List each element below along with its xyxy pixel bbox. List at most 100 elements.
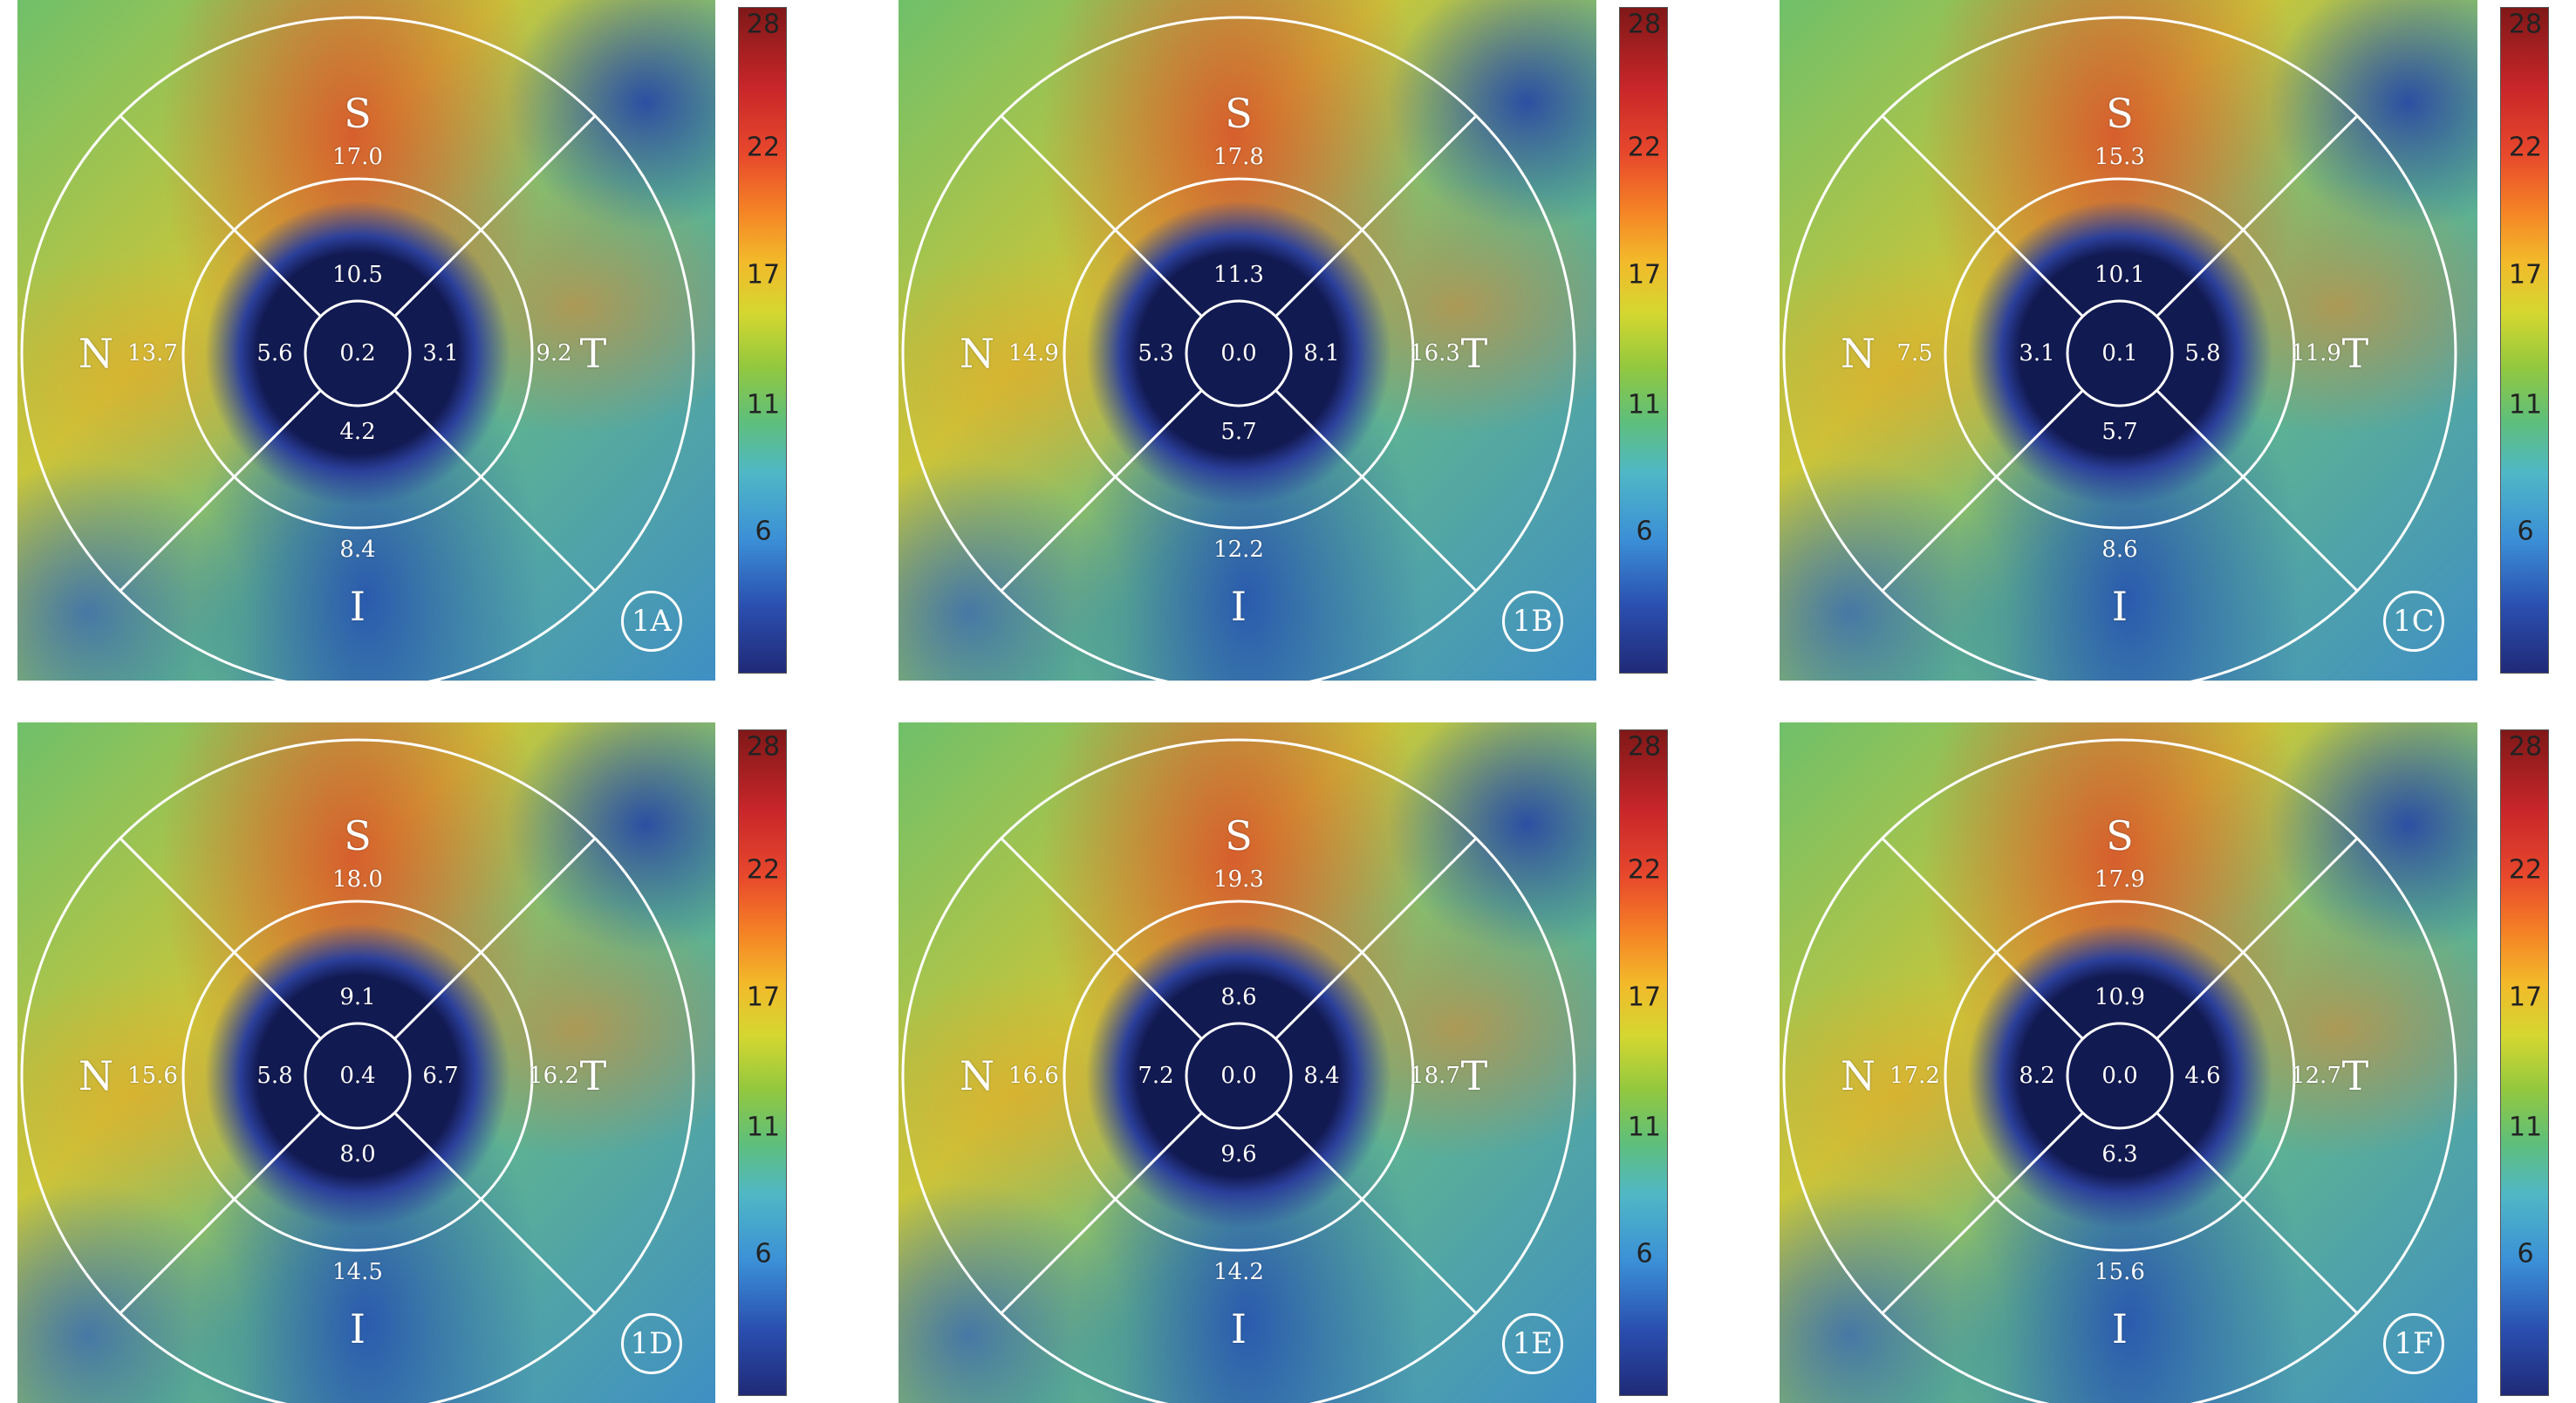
colorbar-1f: 28 22 17 11 6 xyxy=(2500,729,2549,1396)
inner-nasal-value: 3.1 xyxy=(2019,340,2055,366)
inner-sector-divider xyxy=(2156,389,2245,478)
colorbar-tick-label: 6 xyxy=(2517,516,2534,547)
inner-ring xyxy=(1063,177,1415,530)
outer-superior-value: 17.0 xyxy=(332,144,383,170)
center-ring xyxy=(304,1022,412,1130)
quadrant-letter-nasal: N xyxy=(1840,1052,1876,1099)
oct-map-panel-1f: S N T I 0.0 10.9 8.2 4.6 6.3 17.9 17.2 12.7 15.6 1F xyxy=(1780,722,2477,1403)
inner-superior-value: 10.1 xyxy=(2094,262,2145,288)
quadrant-letter-nasal: N xyxy=(959,330,995,377)
panel-label-badge: 1E xyxy=(1502,1313,1563,1374)
inner-nasal-value: 5.3 xyxy=(1138,340,1174,366)
outer-sector-divider xyxy=(1881,476,1998,592)
colorbar-tick-label: 17 xyxy=(746,259,781,291)
outer-sector-divider xyxy=(1000,1198,1117,1315)
colorbar-1d: 28 22 17 11 6 xyxy=(738,729,787,1396)
outer-ring xyxy=(1782,16,2457,681)
inner-sector-divider xyxy=(1274,1112,1363,1201)
inner-sector-divider xyxy=(233,951,322,1040)
outer-nasal-value: 16.6 xyxy=(1008,1063,1059,1089)
inner-ring xyxy=(1944,177,2296,530)
outer-sector-divider xyxy=(480,114,597,231)
outer-sector-divider xyxy=(1361,476,1478,592)
inner-nasal-value: 5.8 xyxy=(256,1063,293,1089)
oct-map-panel-1a: S N T I 0.2 10.5 5.6 3.1 4.2 17.0 13.7 9.2 8.4 1A xyxy=(17,0,715,681)
outer-sector-divider xyxy=(1881,114,1998,231)
outer-inferior-value: 12.2 xyxy=(1213,537,1264,563)
quadrant-letter-temporal: T xyxy=(1460,1052,1488,1099)
quadrant-letter-nasal: N xyxy=(78,330,114,377)
outer-sector-divider xyxy=(1361,114,1478,231)
outer-inferior-value: 15.6 xyxy=(2094,1259,2145,1285)
etdrs-grid-overlay xyxy=(901,16,1576,681)
inner-temporal-value: 8.4 xyxy=(1303,1063,1340,1089)
inner-temporal-value: 6.7 xyxy=(422,1063,459,1089)
quadrant-letter-nasal: N xyxy=(78,1052,114,1099)
outer-nasal-value: 17.2 xyxy=(1889,1063,1940,1089)
inner-nasal-value: 8.2 xyxy=(2019,1063,2055,1089)
colorbar-tick-label: 11 xyxy=(2508,389,2543,421)
outer-sector-divider xyxy=(119,837,236,954)
colorbar-tick-label: 28 xyxy=(2508,9,2543,40)
colorbar-tick-label: 11 xyxy=(1627,389,1662,421)
outer-sector-divider xyxy=(1000,476,1117,592)
outer-sector-divider xyxy=(480,476,597,592)
vessel-density-heatmap xyxy=(899,722,1596,1403)
etdrs-grid-overlay xyxy=(20,738,695,1403)
outer-temporal-value: 18.7 xyxy=(1410,1063,1460,1089)
colorbar-1e: 28 22 17 11 6 xyxy=(1619,729,1668,1396)
colorbar-1c: 28 22 17 11 6 xyxy=(2500,7,2549,674)
quadrant-letter-superior: S xyxy=(1225,90,1253,137)
inner-sector-divider xyxy=(393,229,482,318)
inner-temporal-value: 4.6 xyxy=(2184,1063,2221,1089)
inner-temporal-value: 8.1 xyxy=(1303,340,1340,366)
inner-ring xyxy=(181,177,534,530)
inner-temporal-value: 5.8 xyxy=(2184,340,2221,366)
colorbar-tick-label: 6 xyxy=(755,1238,772,1270)
inner-sector-divider xyxy=(1114,229,1203,318)
inner-inferior-value: 5.7 xyxy=(2101,419,2138,445)
inner-sector-divider xyxy=(2156,1112,2245,1201)
outer-sector-divider xyxy=(480,837,597,954)
center-ring xyxy=(1185,1022,1293,1130)
oct-map-panel-1e: S N T I 0.0 8.6 7.2 8.4 9.6 19.3 16.6 18.7 14.2 1E xyxy=(899,722,1596,1403)
center-value: 0.0 xyxy=(2101,1063,2138,1089)
colorbar-tick-label: 22 xyxy=(2508,854,2543,886)
colorbar-tick-label: 11 xyxy=(2508,1112,2543,1143)
panel-label-badge: 1B xyxy=(1502,591,1563,652)
outer-superior-value: 17.9 xyxy=(2094,866,2145,893)
quadrant-letter-temporal: T xyxy=(2341,330,2369,377)
quadrant-letter-nasal: N xyxy=(1840,330,1876,377)
inner-sector-divider xyxy=(393,389,482,478)
inner-ring xyxy=(181,900,534,1252)
colorbar-tick-label: 28 xyxy=(1627,731,1662,763)
inner-sector-divider xyxy=(393,951,482,1040)
oct-map-panel-1d: S N T I 0.4 9.1 5.8 6.7 8.0 18.0 15.6 16.2 14.5 1D xyxy=(17,722,715,1403)
colorbar-tick-label: 22 xyxy=(1627,854,1662,886)
inner-superior-value: 8.6 xyxy=(1220,984,1257,1010)
colorbar-1b: 28 22 17 11 6 xyxy=(1619,7,1668,674)
colorbar-tick-label: 6 xyxy=(1636,516,1653,547)
inner-sector-divider xyxy=(393,1112,482,1201)
outer-sector-divider xyxy=(1361,1198,1478,1315)
vessel-density-heatmap xyxy=(1780,722,2477,1403)
vessel-density-heatmap xyxy=(17,0,715,681)
colorbar-tick-label: 22 xyxy=(1627,132,1662,163)
outer-sector-divider xyxy=(2242,1198,2359,1315)
inner-sector-divider xyxy=(2156,229,2245,318)
inner-ring xyxy=(1944,900,2296,1252)
vessel-density-heatmap xyxy=(1780,0,2477,681)
panel-label-badge: 1D xyxy=(621,1313,682,1374)
quadrant-letter-inferior: I xyxy=(349,583,366,630)
colorbar-tick-label: 6 xyxy=(1636,1238,1653,1270)
colorbar-tick-label: 11 xyxy=(746,1112,781,1143)
etdrs-grid-overlay xyxy=(1782,16,2457,681)
inner-inferior-value: 9.6 xyxy=(1220,1141,1257,1167)
outer-nasal-value: 7.5 xyxy=(1896,340,1933,366)
outer-superior-value: 15.3 xyxy=(2094,144,2145,170)
quadrant-letter-superior: S xyxy=(2106,812,2134,859)
center-value: 0.0 xyxy=(1220,1063,1257,1089)
inner-inferior-value: 6.3 xyxy=(2101,1141,2138,1167)
panel-label-badge: 1F xyxy=(2383,1313,2444,1374)
outer-temporal-value: 12.7 xyxy=(2291,1063,2341,1089)
